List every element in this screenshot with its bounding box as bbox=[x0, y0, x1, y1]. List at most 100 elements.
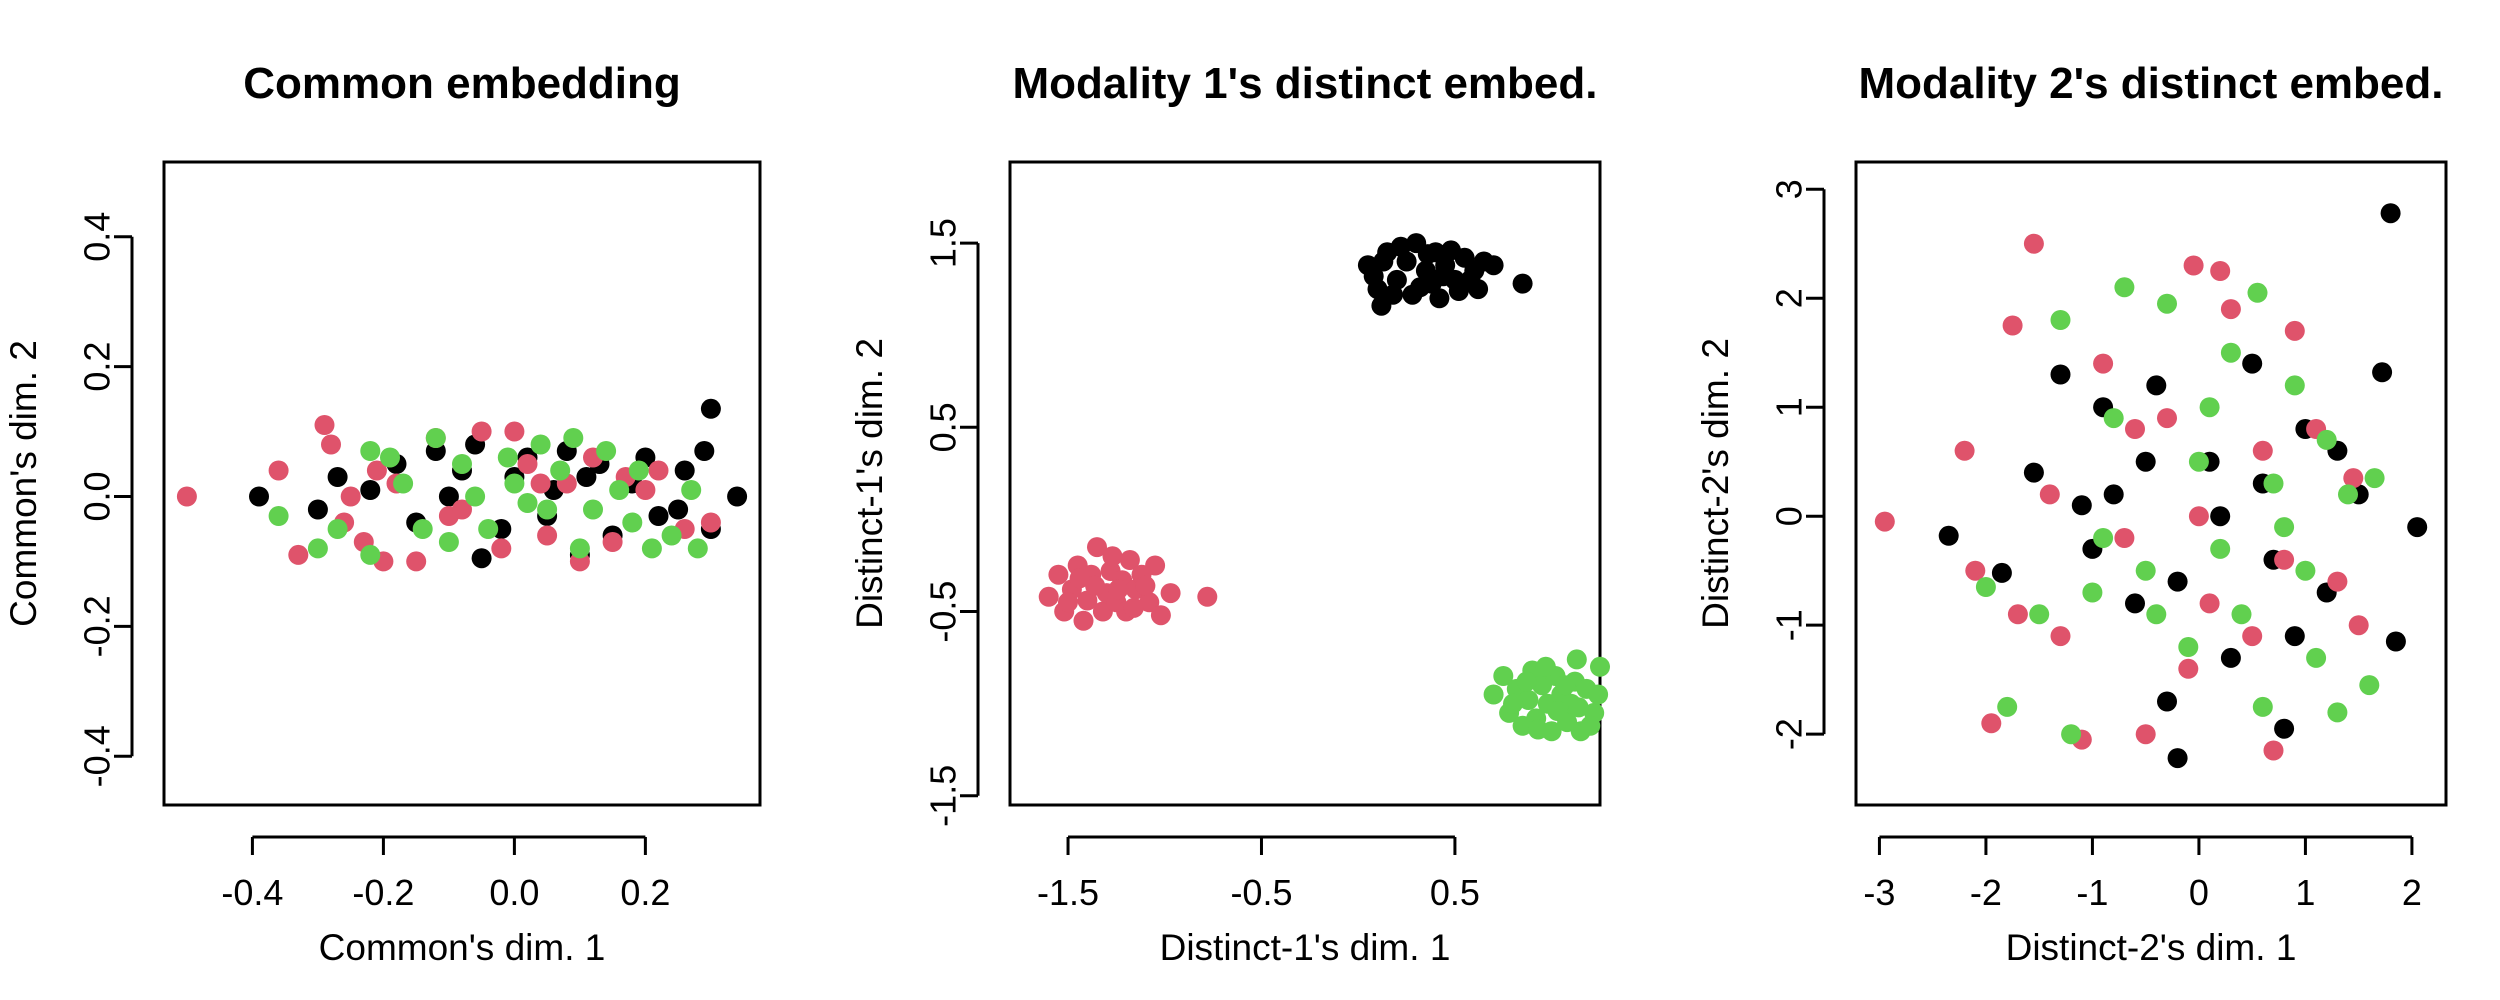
data-point-group-3 bbox=[1483, 684, 1504, 705]
data-point-group-3 bbox=[2199, 397, 2220, 418]
data-point-group-2 bbox=[452, 499, 472, 520]
data-point-group-1 bbox=[1417, 244, 1438, 265]
data-point-group-3 bbox=[2157, 293, 2177, 314]
data-point-group-2 bbox=[1874, 511, 1895, 532]
data-point-group-3 bbox=[681, 480, 702, 500]
data-point-group-2 bbox=[700, 512, 721, 533]
scatter-points bbox=[1038, 233, 1610, 742]
data-point-group-2 bbox=[2183, 255, 2204, 276]
data-point-group-3 bbox=[1535, 656, 1556, 677]
data-point-group-2 bbox=[635, 480, 656, 500]
data-point-group-3 bbox=[1997, 696, 2018, 717]
data-point-group-3 bbox=[360, 441, 381, 461]
data-point-group-1 bbox=[1460, 269, 1481, 290]
data-point-group-2 bbox=[321, 434, 341, 455]
data-point-group-3 bbox=[438, 532, 459, 552]
data-point-group-3 bbox=[2306, 647, 2327, 668]
data-point-group-1 bbox=[2284, 626, 2305, 647]
x-tick-label: -1 bbox=[2076, 872, 2108, 913]
data-point-group-3 bbox=[360, 544, 381, 565]
data-point-group-3 bbox=[550, 460, 571, 481]
data-point-group-2 bbox=[2220, 299, 2241, 320]
y-tick-label: 0.0 bbox=[77, 471, 118, 521]
y-axis: -0.4 -0.2 0.0 0.2 0.4 bbox=[77, 212, 134, 787]
y-tick-label: 0.5 bbox=[923, 402, 964, 452]
data-point-group-2 bbox=[2007, 604, 2028, 625]
data-point-group-3 bbox=[380, 447, 400, 468]
data-point-group-3 bbox=[268, 506, 289, 526]
plot-frame bbox=[1854, 160, 2448, 807]
data-point-group-2 bbox=[1160, 583, 1181, 604]
data-point-group-2 bbox=[268, 460, 289, 481]
data-point-group-3 bbox=[609, 480, 630, 500]
x-tick-label: 0.5 bbox=[1430, 872, 1480, 913]
data-point-group-3 bbox=[2359, 675, 2380, 696]
data-point-group-1 bbox=[2407, 517, 2428, 538]
y-tick-label: -2 bbox=[1769, 718, 1810, 750]
x-tick-label: -0.4 bbox=[221, 872, 283, 913]
y-tick-label: 0.2 bbox=[77, 342, 118, 392]
data-point-group-2 bbox=[1077, 590, 1098, 611]
x-axis: -1.5 -0.5 0.5 bbox=[1037, 835, 1480, 913]
data-point-group-2 bbox=[2274, 549, 2295, 570]
data-point-group-3 bbox=[530, 434, 551, 455]
data-point-group-1 bbox=[1433, 266, 1454, 287]
data-point-group-3 bbox=[1566, 649, 1587, 670]
x-axis: -3 -2 -1 0 1 2 bbox=[1863, 835, 2422, 913]
data-point-group-3 bbox=[1568, 697, 1589, 718]
data-point-group-1 bbox=[307, 499, 328, 520]
data-point-group-1 bbox=[1390, 236, 1411, 257]
data-point-group-1 bbox=[668, 499, 689, 520]
data-point-group-3 bbox=[1975, 577, 1996, 597]
data-point-group-1 bbox=[1363, 266, 1384, 287]
x-axis: -0.4 -0.2 0.0 0.2 bbox=[221, 835, 670, 913]
data-point-group-2 bbox=[366, 460, 387, 481]
data-point-group-1 bbox=[327, 467, 348, 487]
data-point-group-3 bbox=[2364, 468, 2385, 489]
data-point-group-1 bbox=[1991, 562, 2012, 583]
data-point-group-2 bbox=[530, 473, 551, 494]
data-point-group-1 bbox=[2167, 748, 2188, 769]
data-point-group-1 bbox=[1383, 284, 1403, 305]
data-point-group-2 bbox=[1123, 597, 1144, 618]
x-axis-label: Distinct-1's dim. 1 bbox=[1160, 927, 1451, 968]
data-point-group-1 bbox=[360, 480, 381, 500]
data-point-group-2 bbox=[2252, 440, 2273, 461]
data-point-group-1 bbox=[2210, 506, 2231, 527]
data-point-group-2 bbox=[2242, 626, 2263, 647]
chart-title: Modality 1's distinct embed. bbox=[1012, 59, 1597, 108]
data-point-group-3 bbox=[2050, 310, 2071, 330]
data-point-group-2 bbox=[1069, 568, 1090, 589]
data-point-group-2 bbox=[1981, 713, 2002, 734]
y-tick-label: 0 bbox=[1769, 506, 1810, 526]
data-point-group-1 bbox=[2146, 375, 2167, 396]
data-point-group-3 bbox=[2327, 702, 2348, 723]
data-point-group-3 bbox=[1503, 693, 1523, 714]
data-point-group-2 bbox=[648, 460, 669, 481]
data-point-group-2 bbox=[1087, 537, 1107, 558]
data-point-group-2 bbox=[2157, 408, 2177, 429]
data-point-group-1 bbox=[2372, 362, 2393, 383]
data-point-group-2 bbox=[2178, 658, 2199, 679]
data-point-group-2 bbox=[2135, 724, 2156, 745]
y-tick-label: -0.5 bbox=[923, 581, 964, 643]
data-point-group-3 bbox=[2316, 429, 2337, 450]
data-point-group-3 bbox=[1528, 719, 1549, 740]
data-point-group-3 bbox=[537, 499, 558, 520]
data-point-group-3 bbox=[641, 538, 662, 559]
x-tick-label: 0.2 bbox=[620, 872, 670, 913]
data-point-group-2 bbox=[1119, 550, 1140, 570]
data-point-group-2 bbox=[1135, 575, 1156, 596]
data-point-group-3 bbox=[2029, 604, 2050, 625]
x-tick-label: 1 bbox=[2295, 872, 2315, 913]
data-point-group-2 bbox=[176, 486, 197, 507]
data-point-group-1 bbox=[2220, 647, 2241, 668]
data-point-group-3 bbox=[2247, 282, 2268, 303]
chart-title: Modality 2's distinct embed. bbox=[1858, 59, 2443, 108]
y-tick-label: 3 bbox=[1769, 179, 1810, 199]
x-tick-label: -0.5 bbox=[1230, 872, 1292, 913]
data-point-group-3 bbox=[1590, 656, 1610, 677]
x-tick-label: 0 bbox=[2189, 872, 2209, 913]
y-axis: -1.5 -0.5 0.5 1.5 bbox=[923, 218, 980, 827]
